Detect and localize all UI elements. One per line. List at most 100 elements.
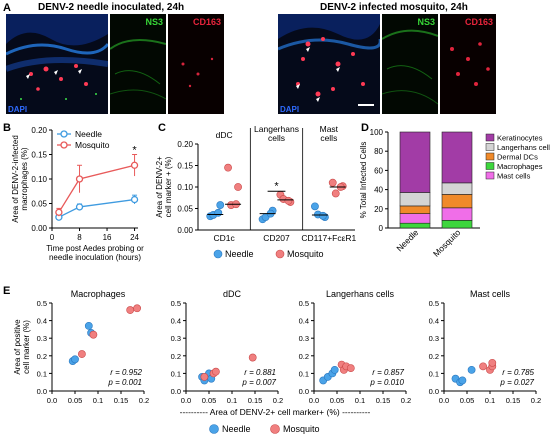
e-point-mosquito (488, 358, 497, 367)
d-legend-swatch (485, 162, 495, 170)
b-point-mosquito (75, 175, 84, 183)
e-xtick-label: 0.2 (273, 396, 283, 405)
b-point-mosquito (130, 161, 139, 169)
e-xlabel: ---------- Area of DENV-2+ cell marker+ … (180, 407, 371, 417)
c-point-needle (311, 202, 319, 211)
c-legend-needle-label: Needle (225, 249, 254, 259)
d-legend-label: Mast cells (497, 172, 531, 181)
needle-ns3-micrograph (110, 14, 166, 114)
chart-d: 0 20 40 60 80 100% Total Infected Cells Needle… (359, 128, 550, 259)
e-point-mosquito (78, 350, 86, 358)
b-ytick-label: 0.00 (31, 224, 47, 233)
e-point-needle (84, 321, 93, 330)
panel-a-right-title: DENV-2 infected mosquito, 24h (320, 2, 468, 13)
e-p-value: p = 0.007 (241, 378, 276, 387)
e-ytick-label: 0.0 (171, 387, 181, 396)
d-bar-segment-keratinocytes (399, 131, 431, 193)
e-ytick-label: 0.5 (299, 299, 309, 308)
e-xtick-label: 0.15 (248, 396, 263, 405)
needle-ns3-image: NS3 (110, 14, 166, 114)
c-point-mosquito (234, 183, 242, 191)
b-ytick-label: 0.15 (31, 151, 47, 160)
e-ytick-label: 0.1 (299, 369, 309, 378)
e-xtick-label: 0.2 (531, 396, 541, 405)
chart-e: Area of positivecell marker (%) Macrophag… (13, 289, 541, 434)
e-ytick-label: 0.2 (37, 352, 47, 361)
panel-a-letter: A (3, 2, 11, 14)
panel-c-letter: C (158, 122, 166, 134)
e-point-needle (71, 355, 79, 364)
d-bar-segment-mast-cells (399, 213, 431, 224)
e-r-value: r = 0.857 (372, 368, 404, 377)
d-ytick-label: 100 (370, 128, 384, 137)
e-point-needle (467, 365, 476, 374)
d-legend-label: Langerhans cells (497, 143, 550, 152)
e-ytick-label: 0.3 (171, 334, 181, 343)
c-group-title: dDC (216, 130, 233, 140)
e-ytick-label: 0.2 (299, 352, 309, 361)
e-xtick-label: 0.15 (506, 396, 521, 405)
d-bar-segment-langerhans-cells (441, 182, 473, 195)
e-xtick-label: 0.0 (309, 396, 319, 405)
mosquito-ns3-micrograph (382, 14, 438, 114)
e-point-mosquito (211, 367, 220, 376)
e-xtick-label: 0.2 (139, 396, 149, 405)
c-point-mosquito (224, 163, 232, 172)
c-point-needle (319, 211, 327, 220)
e-p-value: p = 0.001 (107, 378, 142, 387)
d-bar-segment-dermal-dcs (399, 205, 431, 214)
d-ylabel: % Total Infected Cells (359, 142, 368, 219)
c-ytick-label: 0.20 (177, 140, 193, 149)
e-point-mosquito (200, 373, 209, 381)
d-category-label: Needle (394, 227, 420, 253)
b-xtick-label: 0 (50, 233, 55, 242)
e-point-needle (458, 376, 467, 385)
d-bar-segment-mast-cells (441, 207, 473, 221)
panel-b-letter: B (3, 122, 11, 134)
e-ytick-label: 0.0 (37, 387, 47, 396)
d-ytick-label: 0 (379, 224, 384, 233)
c-point-mosquito (328, 178, 337, 187)
b-point-mosquito (55, 208, 63, 216)
e-ylabel: Area of positivecell marker (%) (13, 319, 31, 375)
e-ytick-label: 0.4 (299, 317, 309, 326)
b-ytick-label: 0.10 (31, 175, 47, 184)
e-ytick-label: 0.3 (299, 334, 309, 343)
c-group-xlabel: CD117+FcεR1 (301, 233, 356, 243)
e-ytick-label: 0.3 (429, 334, 439, 343)
mosquito-ns3-label: NS3 (417, 17, 435, 27)
d-bar-segment-dermal-dcs (441, 194, 473, 209)
mosquito-merge-image: DAPI (278, 14, 380, 114)
d-legend-label: Keratinocytes (497, 134, 543, 143)
mosquito-dapi-label: DAPI (280, 105, 300, 114)
b-legend-label: Mosquito (75, 140, 110, 150)
panel-e-letter: E (3, 285, 11, 297)
e-ytick-label: 0.1 (429, 369, 439, 378)
c-ytick-label: 0.10 (177, 183, 193, 192)
d-category-label: Mosquito (431, 227, 463, 259)
d-legend-swatch (485, 152, 495, 161)
b-ytick-label: 0.20 (31, 126, 47, 135)
c-point-needle (216, 201, 225, 209)
e-xtick-label: 0.0 (181, 396, 191, 405)
e-point-mosquito (248, 353, 257, 362)
b-xtick-label: 24 (130, 233, 139, 242)
d-bar-segment-macrophages (399, 222, 431, 229)
e-panel-title: dDC (223, 289, 242, 299)
d-legend-swatch (485, 143, 495, 151)
e-panel-title: Macrophages (71, 289, 126, 299)
d-bar-segment-macrophages (441, 220, 473, 229)
e-ytick-label: 0.0 (429, 387, 439, 396)
c-point-mosquito (331, 189, 340, 198)
e-ytick-label: 0.4 (429, 317, 439, 326)
chart-c: 0.00 0.05 0.10 0.15 0.20 Area of DENV-2+cell … (155, 124, 357, 259)
b-point-needle (75, 203, 84, 211)
d-legend-swatch (485, 133, 495, 142)
d-ytick-label: 40 (374, 186, 383, 195)
e-xtick-label: 0.05 (330, 396, 345, 405)
e-legend-needle-label: Needle (222, 424, 251, 434)
e-xtick-label: 0.2 (401, 396, 411, 405)
e-panel-title: Langerhans cells (326, 289, 395, 299)
c-ytick-label: 0.00 (177, 226, 193, 235)
e-ytick-label: 0.5 (171, 299, 181, 308)
